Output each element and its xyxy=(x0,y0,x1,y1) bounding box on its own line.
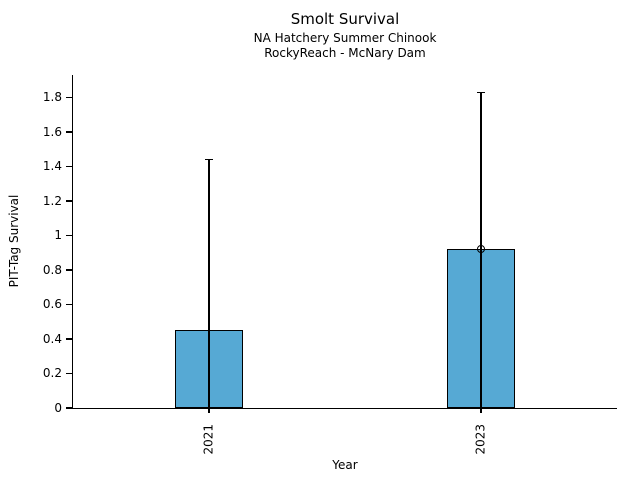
y-tick xyxy=(66,407,72,409)
y-tick xyxy=(66,303,72,306)
y-tick xyxy=(66,269,72,271)
y-tick xyxy=(66,96,72,99)
x-tick-2023 xyxy=(480,408,482,413)
y-tick-label: 0.4 xyxy=(42,331,62,346)
y-tick xyxy=(66,131,72,133)
y-tick-label: 1.4 xyxy=(42,159,62,174)
x-axis-label: Year xyxy=(332,458,358,472)
point-marker-2023 xyxy=(477,245,485,254)
y-tick xyxy=(66,338,72,340)
y-tick xyxy=(66,372,72,375)
error-bar-line-2021 xyxy=(208,159,210,408)
y-tick-label: 0.6 xyxy=(42,297,62,312)
y-tick-label: 1.6 xyxy=(42,124,62,139)
y-tick-label: 1 xyxy=(54,228,62,243)
plot-area: 0 0.2 0.4 0.6 0.8 1 1.2 1.4 1.6 1.8 2021 2023 xyxy=(43,75,617,455)
chart-title: Smolt Survival xyxy=(290,10,400,28)
x-tick-label-2021: 2021 xyxy=(201,423,216,455)
y-tick xyxy=(66,234,72,237)
x-axis-spine xyxy=(71,408,617,410)
y-tick xyxy=(66,200,72,202)
y-tick xyxy=(66,165,72,168)
y-tick-label: 0.8 xyxy=(42,262,62,277)
x-tick-label-2023: 2023 xyxy=(473,423,488,455)
chart-subtitle-line2: RockyReach - McNary Dam xyxy=(264,46,426,60)
x-tick-2021 xyxy=(208,408,210,413)
y-tick-label: 0 xyxy=(54,401,62,415)
chart-subtitle-line1: NA Hatchery Summer Chinook xyxy=(253,31,437,45)
y-tick-label: 1.2 xyxy=(42,193,62,208)
error-bar-cap-top-2023 xyxy=(477,91,485,93)
y-tick-label: 1.8 xyxy=(42,90,62,105)
error-bar-cap-top-2021 xyxy=(205,158,213,161)
y-tick-label: 0.2 xyxy=(42,366,62,381)
y-axis-spine xyxy=(71,75,73,410)
